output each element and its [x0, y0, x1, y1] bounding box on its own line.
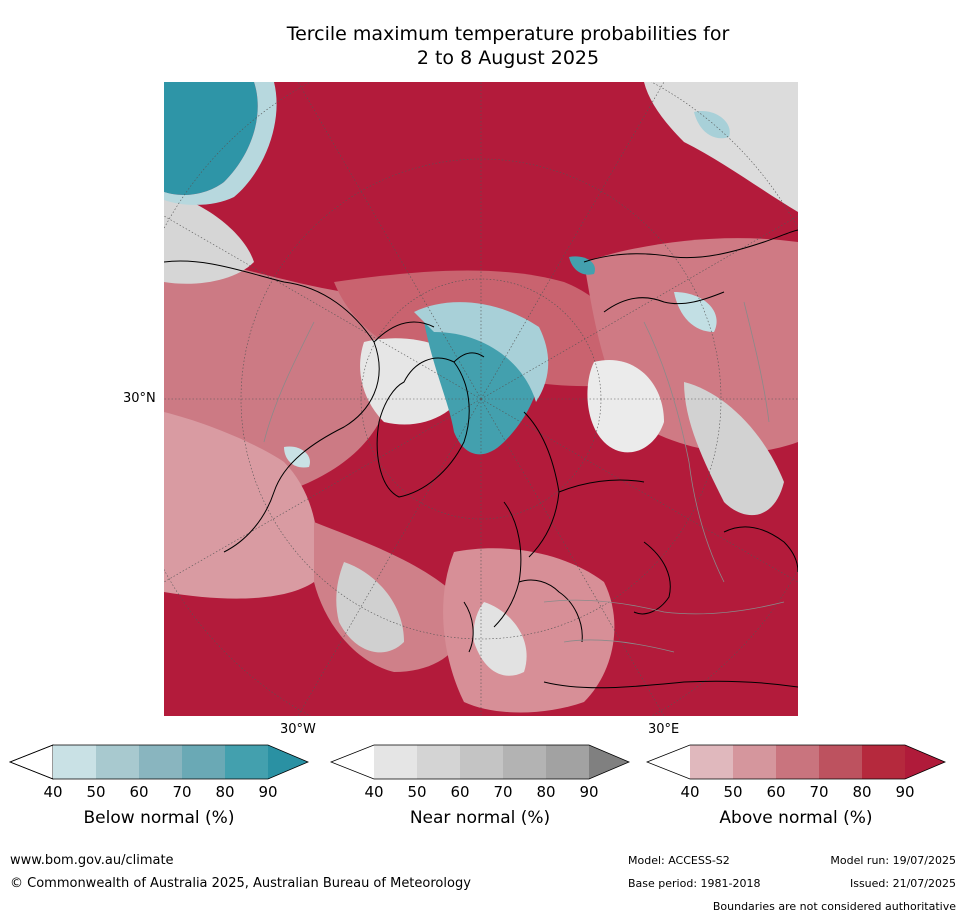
below-normal-pacific: [164, 82, 258, 195]
website-link[interactable]: www.bom.gov.au/climate: [10, 853, 174, 868]
tick-label: 90: [258, 783, 278, 801]
copyright-text: © Commonwealth of Australia 2025, Austra…: [10, 876, 471, 891]
tick-label: 70: [809, 783, 829, 801]
tick-label: 90: [895, 783, 915, 801]
below-normal-ne-patch: [694, 111, 730, 139]
below-normal-east-patch: [674, 292, 717, 332]
tick-label: 60: [766, 783, 786, 801]
region-west-light: [164, 412, 318, 599]
below-normal-pacific-light: [164, 82, 277, 205]
borders: [263, 301, 785, 653]
base-period-text: Base period: 1981-2018: [628, 877, 761, 890]
model-text: Model: ACCESS-S2: [628, 854, 730, 867]
tick-label: 40: [680, 783, 700, 801]
near-normal-colorbar: [330, 744, 630, 780]
near-normal-ne: [644, 82, 798, 212]
title-line-1: Tercile maximum temperature probabilitie…: [286, 23, 730, 45]
near-normal-siberia: [587, 360, 664, 453]
tick-label: 60: [450, 783, 470, 801]
disclaimer-text: Boundaries are not considered authoritat…: [712, 900, 956, 913]
map-title: Tercile maximum temperature probabilitie…: [160, 22, 856, 70]
issued-text: Issued: 21/07/2025: [849, 877, 956, 890]
tick-label: 50: [723, 783, 743, 801]
tick-label: 70: [172, 783, 192, 801]
tick-label: 40: [364, 783, 384, 801]
above-normal-colorbar: [646, 744, 946, 780]
lat-30n-label: 30°N: [123, 391, 156, 406]
below-normal-label: Below normal (%): [83, 808, 235, 828]
near-normal-east: [684, 382, 784, 516]
tick-label: 40: [43, 783, 63, 801]
tick-label: 50: [407, 783, 427, 801]
tick-label: 80: [536, 783, 556, 801]
tick-label: 80: [215, 783, 235, 801]
graticule: [164, 82, 798, 716]
lon-30e-label: 30°E: [648, 722, 680, 737]
tick-label: 60: [129, 783, 149, 801]
near-normal-atlantic: [336, 562, 404, 653]
tick-label: 90: [579, 783, 599, 801]
tick-label: 70: [493, 783, 513, 801]
region-europe-light: [443, 548, 615, 713]
forecast-map: [164, 82, 798, 716]
tick-label: 50: [86, 783, 106, 801]
lon-30w-label: 30°W: [280, 722, 316, 737]
tick-label: 80: [852, 783, 872, 801]
near-normal-europe: [473, 602, 527, 676]
coastlines: [164, 229, 798, 689]
below-normal-colorbar: [9, 744, 309, 780]
model-run-text: Model run: 19/07/2025: [830, 854, 956, 867]
near-normal-label: Near normal (%): [409, 808, 551, 828]
above-normal-label: Above normal (%): [719, 808, 873, 828]
title-line-2: 2 to 8 August 2025: [416, 47, 600, 69]
below-normal-arctic-light: [414, 302, 549, 402]
